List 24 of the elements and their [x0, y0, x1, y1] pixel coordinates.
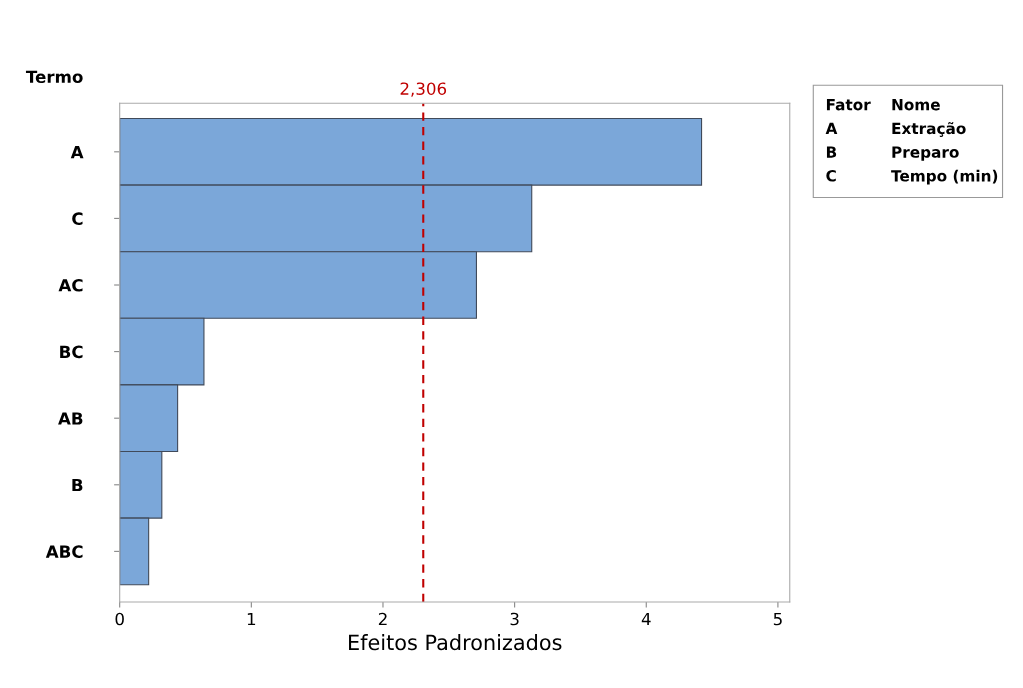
text: Preparo: [892, 146, 959, 161]
y-axis-title: Termo: [25, 70, 83, 84]
x-tick-label: 0: [115, 612, 124, 626]
text: A: [825, 122, 838, 134]
x-tick-label: 4: [641, 612, 651, 626]
y-tick-label: ABC: [45, 545, 83, 558]
y-tick-label: BC: [60, 345, 83, 359]
y-tick-label: A: [70, 146, 84, 159]
ref-line-label: 2,306: [400, 82, 447, 97]
text: Tempo (min): [891, 169, 998, 185]
text: C: [826, 170, 836, 182]
x-tick-label: 3: [510, 612, 519, 626]
y-tick-label: C: [72, 212, 83, 225]
x-axis-title: Efeitos Padronizados: [349, 634, 562, 651]
x-tick-label: 2: [378, 612, 387, 626]
x-tick-label: 5: [773, 612, 782, 626]
x-tick-label: 1: [247, 612, 256, 626]
text: B: [826, 146, 837, 158]
y-tick-label: B: [72, 478, 83, 492]
y-tick-label: AC: [58, 278, 83, 292]
text: Nome: [892, 99, 940, 111]
text: Extração: [892, 122, 966, 137]
y-tick-label: AB: [58, 412, 83, 425]
text: Fator: [826, 99, 871, 111]
